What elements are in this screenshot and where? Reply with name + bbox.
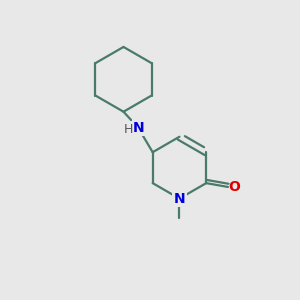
Text: O: O [229, 180, 240, 194]
Text: N: N [133, 121, 145, 134]
Text: N: N [174, 192, 185, 206]
Text: H: H [124, 122, 133, 136]
